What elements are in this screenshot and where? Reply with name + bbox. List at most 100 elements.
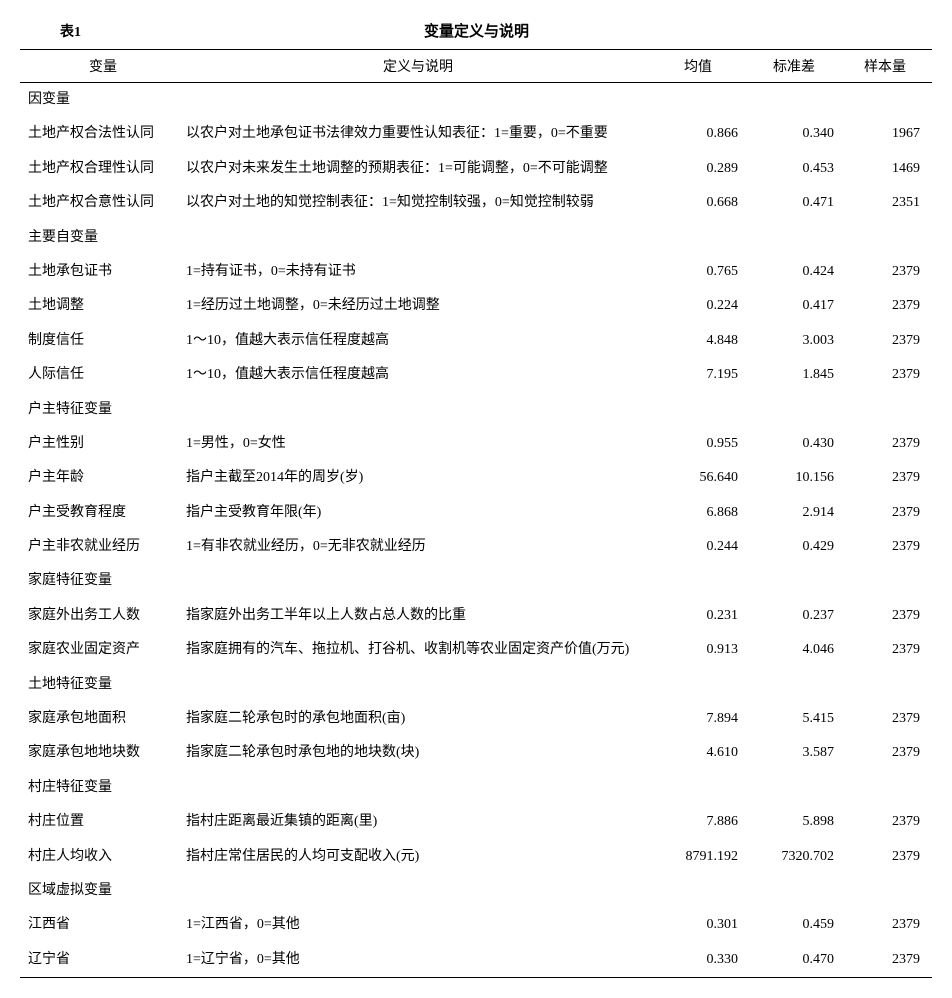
cell-sd: 3.003 [750, 324, 846, 358]
cell-definition: 指村庄距离最近集镇的距离(里) [182, 805, 654, 839]
col-header-mean: 均值 [654, 50, 750, 83]
cell-n: 2379 [846, 358, 932, 392]
cell-variable: 户主性别 [20, 427, 182, 461]
section-header-cell: 家庭特征变量 [20, 564, 932, 598]
cell-variable: 家庭承包地面积 [20, 702, 182, 736]
cell-sd: 5.415 [750, 702, 846, 736]
section-header-cell: 区域虚拟变量 [20, 874, 932, 908]
cell-mean: 0.955 [654, 427, 750, 461]
cell-variable: 村庄位置 [20, 805, 182, 839]
cell-mean: 0.866 [654, 117, 750, 151]
cell-definition: 以农户对未来发生土地调整的预期表征：1=可能调整，0=不可能调整 [182, 152, 654, 186]
cell-variable: 土地承包证书 [20, 255, 182, 289]
cell-mean: 0.224 [654, 289, 750, 323]
cell-definition: 指户主受教育年限(年) [182, 496, 654, 530]
cell-variable: 土地产权合理性认同 [20, 152, 182, 186]
table-container: 表1 变量定义与说明 变量 定义与说明 均值 标准差 样本量 因变量土地产权合法… [20, 20, 932, 978]
cell-n: 2379 [846, 255, 932, 289]
section-header-row: 主要自变量 [20, 221, 932, 255]
table-row: 家庭外出务工人数指家庭外出务工半年以上人数占总人数的比重0.2310.23723… [20, 599, 932, 633]
cell-n: 2351 [846, 186, 932, 220]
cell-variable: 辽宁省 [20, 943, 182, 978]
cell-definition: 1=辽宁省，0=其他 [182, 943, 654, 978]
section-header-cell: 土地特征变量 [20, 668, 932, 702]
cell-definition: 指家庭拥有的汽车、拖拉机、打谷机、收割机等农业固定资产价值(万元) [182, 633, 654, 667]
table-row: 户主非农就业经历1=有非农就业经历，0=无非农就业经历0.2440.429237… [20, 530, 932, 564]
section-header-cell: 村庄特征变量 [20, 771, 932, 805]
table-row: 辽宁省1=辽宁省，0=其他0.3300.4702379 [20, 943, 932, 978]
cell-sd: 0.470 [750, 943, 846, 978]
section-header-row: 区域虚拟变量 [20, 874, 932, 908]
cell-n: 2379 [846, 908, 932, 942]
cell-n: 2379 [846, 633, 932, 667]
cell-n: 2379 [846, 599, 932, 633]
cell-sd: 3.587 [750, 736, 846, 770]
table-row: 人际信任1～10，值越大表示信任程度越高7.1951.8452379 [20, 358, 932, 392]
cell-n: 2379 [846, 805, 932, 839]
cell-definition: 指家庭二轮承包时的承包地面积(亩) [182, 702, 654, 736]
cell-variable: 户主年龄 [20, 461, 182, 495]
cell-n: 2379 [846, 496, 932, 530]
cell-sd: 0.340 [750, 117, 846, 151]
col-header-sd: 标准差 [750, 50, 846, 83]
cell-definition: 指家庭外出务工半年以上人数占总人数的比重 [182, 599, 654, 633]
cell-variable: 家庭农业固定资产 [20, 633, 182, 667]
cell-sd: 0.237 [750, 599, 846, 633]
cell-n: 2379 [846, 461, 932, 495]
cell-mean: 7.894 [654, 702, 750, 736]
cell-mean: 0.231 [654, 599, 750, 633]
table-body: 因变量土地产权合法性认同以农户对土地承包证书法律效力重要性认知表征：1=重要，0… [20, 83, 932, 978]
cell-definition: 1～10，值越大表示信任程度越高 [182, 324, 654, 358]
col-header-variable: 变量 [20, 50, 182, 83]
section-header-cell: 户主特征变量 [20, 393, 932, 427]
table-row: 江西省1=江西省，0=其他0.3010.4592379 [20, 908, 932, 942]
cell-definition: 1=江西省，0=其他 [182, 908, 654, 942]
cell-variable: 土地产权合法性认同 [20, 117, 182, 151]
table-row: 家庭农业固定资产指家庭拥有的汽车、拖拉机、打谷机、收割机等农业固定资产价值(万元… [20, 633, 932, 667]
cell-definition: 指户主截至2014年的周岁(岁) [182, 461, 654, 495]
cell-variable: 家庭承包地地块数 [20, 736, 182, 770]
cell-mean: 0.289 [654, 152, 750, 186]
cell-mean: 0.913 [654, 633, 750, 667]
cell-n: 2379 [846, 324, 932, 358]
table-header: 表1 变量定义与说明 [20, 20, 932, 41]
cell-n: 2379 [846, 702, 932, 736]
cell-definition: 1=男性，0=女性 [182, 427, 654, 461]
cell-n: 2379 [846, 427, 932, 461]
section-header-cell: 因变量 [20, 83, 932, 118]
cell-variable: 户主受教育程度 [20, 496, 182, 530]
cell-definition: 1=经历过土地调整，0=未经历过土地调整 [182, 289, 654, 323]
cell-mean: 0.301 [654, 908, 750, 942]
table-title: 变量定义与说明 [21, 20, 932, 41]
cell-mean: 8791.192 [654, 840, 750, 874]
cell-sd: 7320.702 [750, 840, 846, 874]
table-row: 土地产权合意性认同以农户对土地的知觉控制表征：1=知觉控制较强，0=知觉控制较弱… [20, 186, 932, 220]
cell-definition: 以农户对土地承包证书法律效力重要性认知表征：1=重要，0=不重要 [182, 117, 654, 151]
cell-mean: 7.886 [654, 805, 750, 839]
cell-variable: 家庭外出务工人数 [20, 599, 182, 633]
section-header-row: 因变量 [20, 83, 932, 118]
cell-definition: 1=有非农就业经历，0=无非农就业经历 [182, 530, 654, 564]
cell-sd: 1.845 [750, 358, 846, 392]
cell-mean: 7.195 [654, 358, 750, 392]
cell-n: 2379 [846, 736, 932, 770]
cell-variable: 人际信任 [20, 358, 182, 392]
cell-sd: 10.156 [750, 461, 846, 495]
table-row: 制度信任1～10，值越大表示信任程度越高4.8483.0032379 [20, 324, 932, 358]
section-header-row: 村庄特征变量 [20, 771, 932, 805]
section-header-row: 土地特征变量 [20, 668, 932, 702]
variable-table: 变量 定义与说明 均值 标准差 样本量 因变量土地产权合法性认同以农户对土地承包… [20, 49, 932, 978]
section-header-row: 户主特征变量 [20, 393, 932, 427]
cell-n: 2379 [846, 530, 932, 564]
cell-definition: 以农户对土地的知觉控制表征：1=知觉控制较强，0=知觉控制较弱 [182, 186, 654, 220]
cell-n: 1469 [846, 152, 932, 186]
cell-variable: 村庄人均收入 [20, 840, 182, 874]
table-row: 户主受教育程度指户主受教育年限(年)6.8682.9142379 [20, 496, 932, 530]
cell-sd: 4.046 [750, 633, 846, 667]
cell-mean: 0.668 [654, 186, 750, 220]
cell-variable: 制度信任 [20, 324, 182, 358]
table-row: 土地产权合法性认同以农户对土地承包证书法律效力重要性认知表征：1=重要，0=不重… [20, 117, 932, 151]
col-header-n: 样本量 [846, 50, 932, 83]
cell-mean: 0.765 [654, 255, 750, 289]
table-row: 村庄人均收入指村庄常住居民的人均可支配收入(元)8791.1927320.702… [20, 840, 932, 874]
